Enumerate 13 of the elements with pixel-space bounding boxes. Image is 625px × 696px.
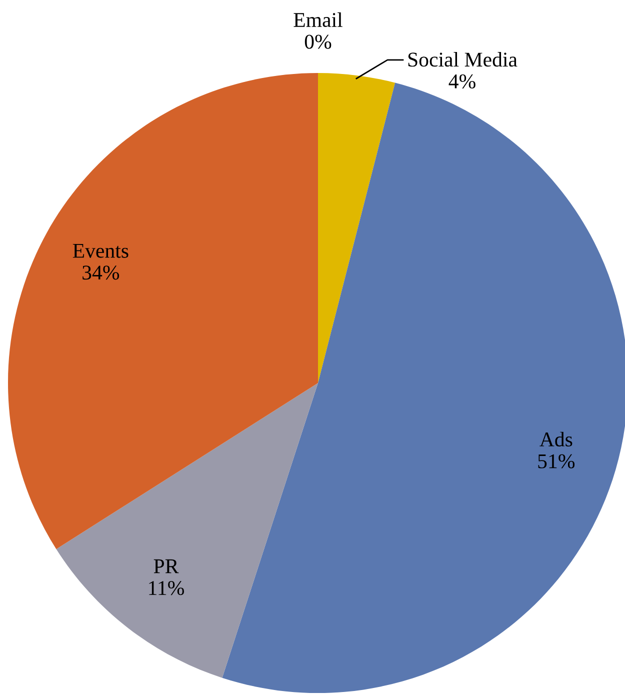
- text: 0%: [304, 34, 332, 49]
- pie-slice: [8, 73, 318, 550]
- slice-label: Events: [72, 244, 128, 258]
- pie-slice: [318, 73, 396, 383]
- category-label: Email: [294, 12, 342, 28]
- data-label: 51%: [538, 454, 575, 468]
- data-label: 4%: [448, 74, 476, 89]
- data-label: 11%: [149, 581, 184, 596]
- slice-label: Social Media: [408, 52, 518, 67]
- slice-label: PR: [154, 559, 179, 574]
- pie-slice: [56, 383, 318, 678]
- data-label: 34%: [82, 266, 120, 280]
- slice-label: Ads: [540, 432, 572, 447]
